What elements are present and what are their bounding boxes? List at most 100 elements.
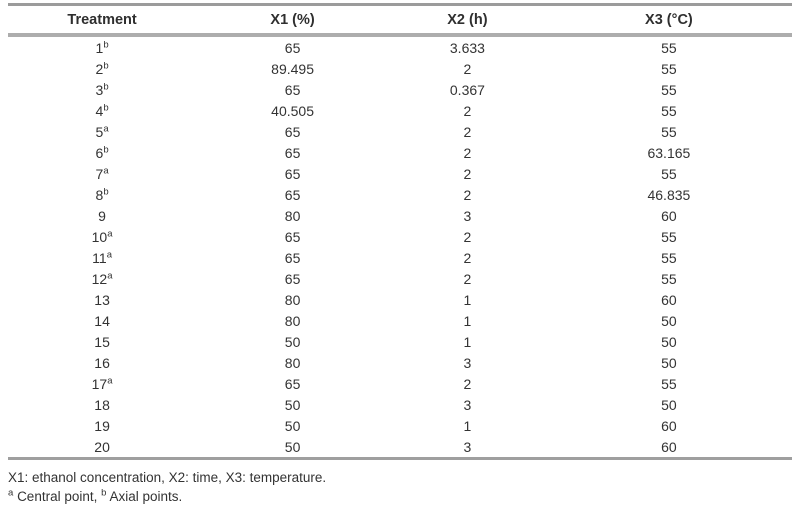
x3-cell: 60: [661, 291, 677, 308]
x3-cell: 63.165: [647, 144, 691, 161]
x3-cell: 60: [661, 207, 677, 224]
x2-cell: 3: [463, 354, 472, 371]
treatment-number: 15: [94, 333, 110, 350]
x2-cell: 2: [463, 60, 472, 77]
treatment-cell: 19: [8, 415, 196, 436]
treatment-cell: 11a: [8, 247, 196, 268]
table-footnotes: X1: ethanol concentration, X2: time, X3:…: [8, 460, 792, 506]
treatment-number: 13: [94, 291, 110, 308]
treatment-number: 18: [94, 396, 110, 413]
table-row: 12a 65 2 55: [8, 268, 792, 289]
treatment-superscript: a: [107, 269, 113, 281]
treatment-number: 7: [95, 165, 104, 182]
treatment-cell: 13: [8, 289, 196, 310]
treatment-cell: 4b: [8, 100, 196, 121]
treatment-number: 16: [94, 354, 110, 371]
x3-cell: 55: [661, 60, 677, 77]
treatment-superscript: a: [103, 122, 109, 134]
x2-cell: 2: [463, 123, 472, 140]
x3-cell: 55: [661, 375, 677, 392]
treatment-number: 14: [94, 312, 110, 329]
x3-cell: 55: [661, 123, 677, 140]
x3-cell: 55: [661, 81, 677, 98]
treatment-number: 1: [95, 39, 104, 56]
x1-cell: 65: [284, 228, 301, 245]
x1-cell: 65: [284, 81, 301, 98]
footnote-axial-points-text: Axial points.: [109, 489, 183, 504]
treatment-superscript: b: [103, 143, 109, 155]
x2-cell: 0.367: [449, 81, 485, 98]
x3-cell: 46.835: [647, 186, 691, 203]
table-row: 17a 65 2 55: [8, 373, 792, 394]
x1-cell: 65: [284, 270, 301, 287]
x3-cell: 55: [661, 270, 677, 287]
table-row: 4b 40.505 2 55: [8, 100, 792, 121]
treatment-number: 6: [95, 144, 104, 161]
table-row: 11a 65 2 55: [8, 247, 792, 268]
x2-cell: 2: [463, 270, 472, 287]
table-row: 10a 65 2 55: [8, 226, 792, 247]
x1-cell: 80: [284, 354, 301, 371]
table-row: 16 80 3 50: [8, 352, 792, 373]
table-row: 6b 65 2 63.165: [8, 142, 792, 163]
treatment-number: 5: [95, 123, 104, 140]
treatment-number: 3: [95, 81, 104, 98]
x1-cell: 40.505: [271, 102, 314, 119]
paper-table: Treatment X1 (%) X2 (h) X3 (°C) 1b 65 3.…: [0, 3, 800, 506]
x2-cell: 1: [463, 291, 472, 308]
treatment-cell: 16: [8, 352, 196, 373]
treatment-superscript: b: [103, 38, 109, 50]
x3-cell: 50: [661, 333, 677, 350]
x2-cell: 1: [463, 333, 472, 350]
x2-cell: 3: [463, 207, 472, 224]
x1-cell: 65: [284, 144, 301, 161]
treatment-number: 17: [91, 375, 108, 392]
x3-cell: 50: [661, 354, 677, 371]
table-row: 19 50 1 60: [8, 415, 792, 436]
treatment-cell: 12a: [8, 268, 196, 289]
treatment-cell: 18: [8, 394, 196, 415]
column-header-x3: X3 (°C): [545, 6, 792, 37]
table-row: 3b 65 0.367 55: [8, 79, 792, 100]
treatment-number: 8: [95, 186, 104, 203]
treatment-cell: 1b: [8, 35, 196, 58]
x1-cell: 89.495: [271, 60, 314, 77]
x2-cell: 1: [463, 312, 472, 329]
treatment-cell: 8b: [8, 184, 196, 205]
footnote-point-types: a Central point, b Axial points.: [8, 487, 792, 506]
x1-cell: 65: [284, 186, 301, 203]
table-header-row: Treatment X1 (%) X2 (h) X3 (°C): [8, 6, 792, 37]
treatment-cell: 20: [8, 436, 196, 457]
table-row: 5a 65 2 55: [8, 121, 792, 142]
treatment-superscript: b: [103, 59, 109, 71]
x3-cell: 60: [661, 417, 677, 434]
treatment-number: 4: [95, 102, 104, 119]
treatment-number: 11: [92, 249, 107, 266]
x1-cell: 50: [284, 333, 301, 350]
x1-cell: 80: [284, 312, 301, 329]
table-row: 14 80 1 50: [8, 310, 792, 331]
x3-cell: 55: [661, 39, 677, 56]
treatments-table: Treatment X1 (%) X2 (h) X3 (°C) 1b 65 3.…: [8, 6, 792, 457]
x1-cell: 50: [284, 417, 301, 434]
treatment-cell: 6b: [8, 142, 196, 163]
x1-cell: 50: [284, 396, 301, 413]
x3-cell: 55: [661, 228, 677, 245]
x2-cell: 2: [463, 165, 472, 182]
table-top-rule: [8, 3, 792, 6]
column-header-treatment: Treatment: [8, 6, 197, 37]
x1-cell: 65: [284, 39, 301, 56]
x2-cell: 2: [463, 375, 472, 392]
treatment-superscript: a: [107, 227, 113, 239]
x2-cell: 2: [463, 102, 472, 119]
treatment-cell: 10a: [8, 226, 196, 247]
treatment-number: 20: [94, 438, 110, 455]
footnote-superscript-a: a: [8, 487, 14, 499]
x1-cell: 80: [284, 291, 301, 308]
x1-cell: 65: [284, 249, 301, 266]
treatment-number: 12: [91, 270, 108, 287]
table-row: 18 50 3 50: [8, 394, 792, 415]
footnote-central-point-text: Central point,: [17, 489, 98, 504]
column-header-x2: X2 (h): [389, 6, 546, 37]
x2-cell: 2: [463, 144, 472, 161]
